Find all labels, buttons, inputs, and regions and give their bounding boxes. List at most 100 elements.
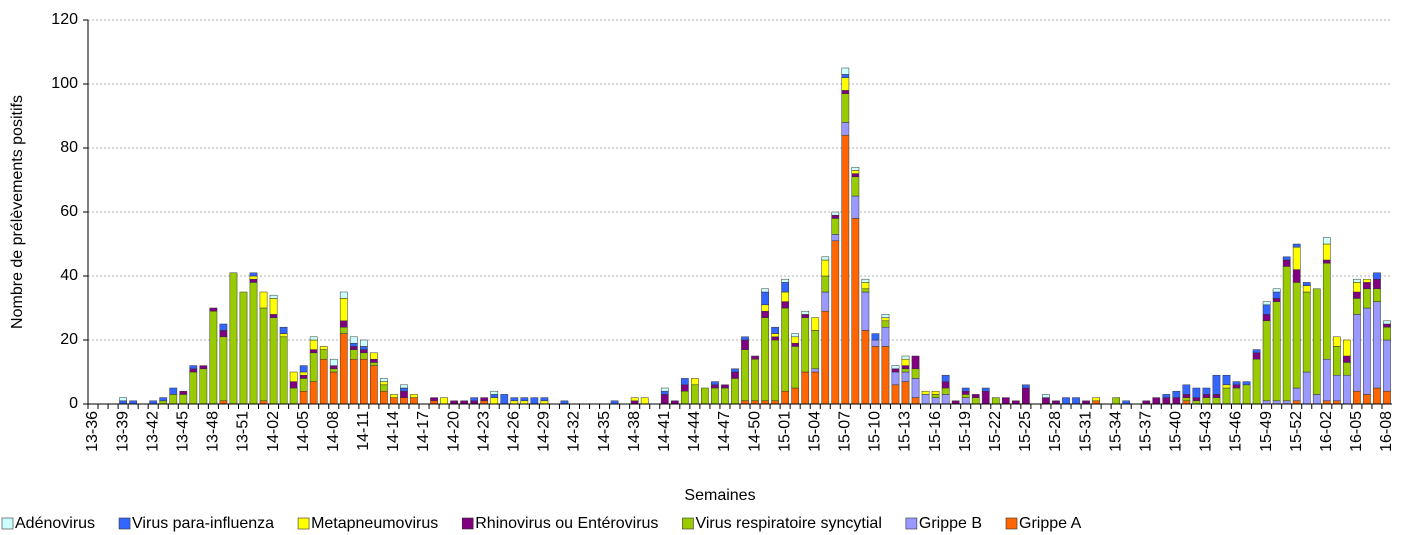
bar-segment — [159, 397, 168, 402]
bar-segment — [490, 397, 499, 405]
bar-segment — [801, 371, 810, 405]
bar-segment — [359, 352, 368, 360]
bar-segment — [359, 349, 368, 354]
x-tick-label: 13-39 — [114, 411, 131, 452]
bar-segment — [891, 365, 900, 370]
bar-segment — [259, 307, 268, 402]
bar-segment — [851, 166, 860, 171]
x-tick-label: 14-08 — [325, 411, 342, 452]
bar-segment — [219, 336, 228, 402]
bar-segment — [1353, 291, 1361, 299]
legend-label: Virus respiratoire syncytial — [695, 515, 881, 532]
bar-segment — [991, 397, 1000, 405]
bar-segment — [259, 291, 268, 309]
bar-segment — [741, 349, 749, 402]
bar-segment — [891, 384, 900, 405]
x-tick-label: 14-41 — [656, 411, 673, 452]
bar-segment — [1162, 394, 1171, 398]
bar-segment — [249, 272, 258, 277]
bar-segment — [1302, 291, 1311, 373]
bar-segment — [1292, 269, 1301, 283]
bar-segment — [741, 336, 749, 341]
bar-segment — [1001, 397, 1010, 405]
bar-segment — [249, 275, 258, 280]
bar-segment — [861, 278, 870, 283]
bar-segment — [1212, 394, 1221, 398]
legend-label: Grippe B — [919, 515, 982, 532]
bar-segment — [971, 394, 980, 398]
bar-segment — [821, 275, 830, 293]
x-tick-label: 14-14 — [385, 411, 402, 452]
bar-segment — [781, 390, 789, 405]
x-tick-label: 15-13 — [897, 411, 914, 452]
x-tick-label: 13-36 — [84, 411, 101, 452]
x-tick-label: 14-47 — [716, 411, 733, 452]
bar-segment — [841, 74, 850, 78]
legend-swatch — [682, 517, 694, 530]
bar-segment — [1302, 285, 1311, 293]
bar-segment — [841, 122, 850, 136]
bar-segment — [811, 330, 820, 370]
bar-segment — [400, 397, 408, 405]
bar-segment — [821, 291, 830, 312]
bar-segment — [1302, 371, 1311, 405]
bar-segment — [1222, 387, 1231, 405]
bar-segment — [841, 77, 850, 91]
legend-swatch — [1005, 517, 1018, 530]
bar-segment — [299, 374, 308, 379]
bar-segment — [1322, 262, 1331, 360]
bar-segment — [1192, 397, 1201, 402]
x-tick-label: 14-11 — [355, 411, 372, 451]
bar-segment — [1332, 346, 1341, 376]
bar-segment — [941, 374, 950, 382]
bar-segment — [640, 397, 649, 405]
x-tick-label: 13-45 — [175, 411, 192, 452]
bar-segment — [971, 397, 980, 405]
bar-segment — [319, 358, 328, 405]
bar-segment — [841, 93, 850, 123]
bar-segment — [901, 368, 910, 373]
bar-segment — [359, 358, 368, 405]
bar-segment — [1262, 314, 1271, 322]
bar-segment — [771, 336, 779, 341]
bar-segment — [1312, 394, 1321, 405]
bar-segment — [349, 336, 358, 344]
bar-segment — [1343, 362, 1351, 376]
bar-segment — [1272, 301, 1281, 402]
bar-segment — [630, 397, 639, 402]
bar-segment — [1262, 320, 1271, 402]
bar-segment — [380, 378, 388, 382]
x-tick-label: 15-22 — [987, 411, 1004, 452]
bar-segment — [1353, 314, 1361, 392]
y-tick-label: 120 — [51, 11, 78, 28]
bar-segment — [761, 304, 769, 312]
bar-segment — [881, 326, 890, 347]
bar-segment — [209, 310, 218, 405]
x-tick-label: 14-35 — [596, 411, 613, 452]
bar-segment — [189, 365, 198, 370]
bar-segment — [359, 346, 368, 350]
bar-segment — [520, 397, 529, 402]
legend-swatch — [1, 517, 14, 530]
x-tick-label: 14-44 — [686, 411, 703, 452]
bar-segment — [309, 352, 318, 382]
bar-segment — [349, 342, 358, 347]
bar-segment — [349, 358, 358, 405]
bar-segment — [319, 346, 328, 350]
bar-segment — [761, 288, 769, 293]
bar-segment — [761, 317, 769, 402]
legend-swatch — [905, 517, 918, 530]
bar-segment — [199, 365, 208, 370]
bar-segment — [1292, 246, 1301, 270]
bar-segment — [1172, 397, 1181, 405]
bar-segment — [901, 371, 910, 382]
bar-segment — [119, 397, 127, 402]
bar-segment — [911, 397, 920, 405]
bar-segment — [1282, 259, 1291, 267]
bar-segment — [299, 365, 308, 373]
bar-segment — [249, 282, 258, 405]
bar-segment — [339, 333, 348, 405]
bar-segment — [660, 394, 669, 405]
bar-segment — [941, 387, 950, 395]
bar-segment — [1373, 288, 1381, 302]
